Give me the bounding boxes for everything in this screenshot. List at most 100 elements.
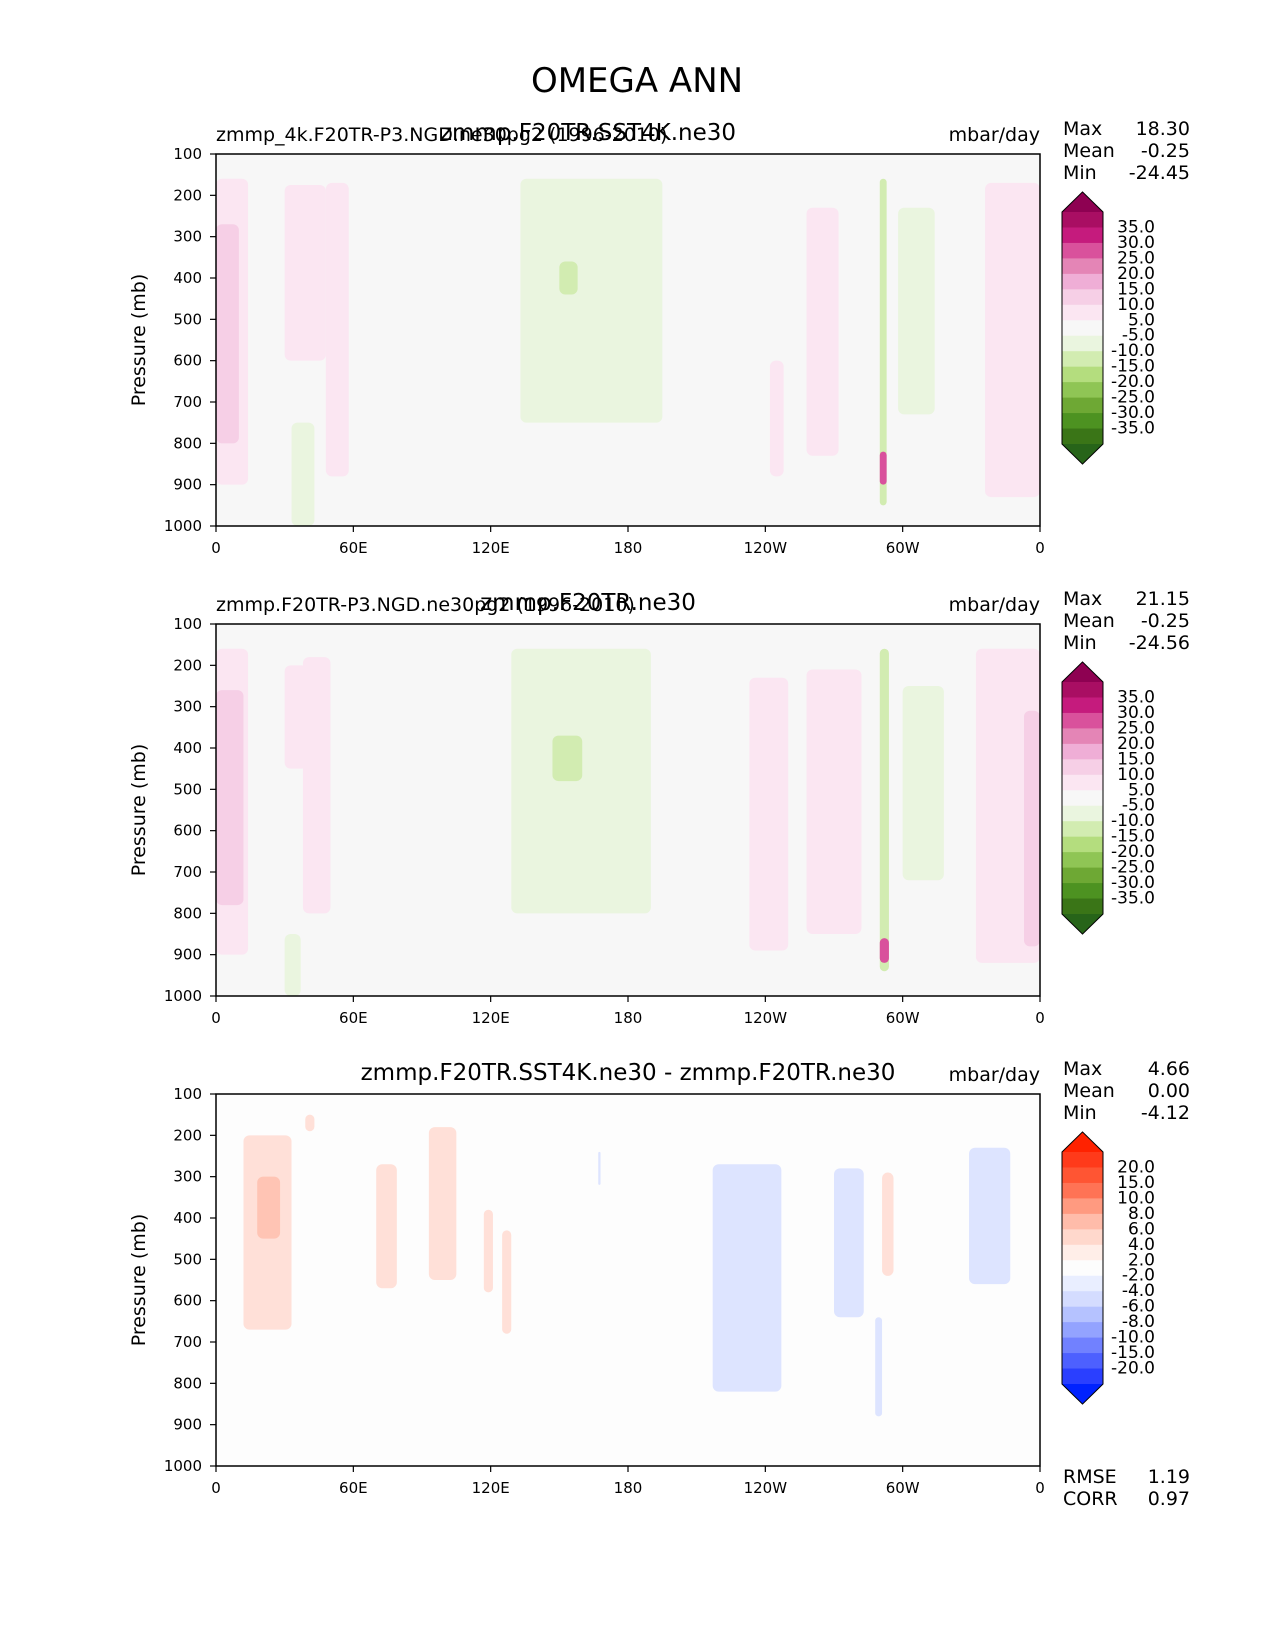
- y-tick-label: 900: [173, 946, 202, 964]
- panel-title: zmmp.F20TR.ne30: [480, 590, 696, 616]
- y-tick-label: 600: [173, 1292, 202, 1310]
- y-tick-label: 300: [173, 698, 202, 716]
- y-axis-label: Pressure (mb): [128, 744, 150, 877]
- field-blue-region: [598, 1151, 601, 1185]
- x-tick-label: 0: [211, 1009, 221, 1027]
- panel-title: zmmp.F20TR.SST4K.ne30 - zmmp.F20TR.ne30: [361, 1060, 896, 1086]
- colorbar-band: [1062, 1291, 1103, 1308]
- colorbar-band: [1062, 898, 1103, 915]
- x-tick-label: 0: [1035, 539, 1045, 557]
- colorbar-band: [1062, 428, 1103, 445]
- colorbar-band: [1062, 1322, 1103, 1339]
- colorbar-outline: [1061, 191, 1104, 465]
- y-tick-label: 700: [173, 393, 202, 411]
- colorbar-tick-label: -25.0: [1111, 858, 1155, 878]
- colorbar-band: [1062, 212, 1103, 228]
- colorbar-band: [1062, 852, 1103, 869]
- field-red-region: [428, 1127, 457, 1280]
- field-red-region: [882, 1172, 894, 1276]
- metric-rmse-value: 1.19: [1148, 1466, 1190, 1488]
- y-tick-label: 400: [173, 739, 202, 757]
- y-tick-label: 900: [173, 1416, 202, 1434]
- field-pink-region: [769, 360, 784, 477]
- y-tick-label: 100: [173, 1085, 202, 1103]
- colorbar-tick-label: -30.0: [1111, 873, 1155, 893]
- y-tick-label: 1000: [164, 987, 202, 1005]
- colorbar-band: [1062, 836, 1103, 853]
- colorbar-extend-bottom: [1062, 444, 1103, 465]
- colorbar-extend-top: [1062, 191, 1103, 212]
- colorbar-band: [1062, 743, 1103, 760]
- colorbar-band: [1062, 759, 1103, 776]
- field-green-region: [284, 934, 301, 996]
- colorbar-tick-label: 2.0: [1128, 1250, 1155, 1270]
- colorbar-band: [1062, 382, 1103, 399]
- colorbar-tick-label: 20.0: [1117, 1157, 1155, 1177]
- colorbar-tick-label: 10.0: [1117, 765, 1155, 785]
- colorbar-band: [1062, 289, 1103, 306]
- field-red-region: [305, 1114, 315, 1132]
- colorbar-tick-label: -2.0: [1122, 1266, 1155, 1286]
- y-tick-label: 400: [173, 1209, 202, 1227]
- x-tick-label: 0: [1035, 1009, 1045, 1027]
- field-green-region: [520, 178, 663, 423]
- x-tick-label: 0: [211, 539, 221, 557]
- y-tick-label: 200: [173, 1126, 202, 1144]
- colorbar-band: [1062, 682, 1103, 698]
- colorbar-band: [1062, 258, 1103, 275]
- y-tick-label: 300: [173, 1168, 202, 1186]
- colorbar-band: [1062, 1244, 1103, 1261]
- colorbar-tick-label: 30.0: [1117, 703, 1155, 723]
- colorbar-tick-label: 10.0: [1117, 1188, 1155, 1208]
- x-tick-label: 60W: [886, 1479, 920, 1497]
- y-tick-label: 100: [173, 615, 202, 633]
- field-pink-region: [302, 657, 331, 914]
- colorbar-outline: [1061, 1131, 1104, 1405]
- field-green-region: [291, 422, 315, 526]
- y-tick-label: 200: [173, 186, 202, 204]
- y-tick-label: 500: [173, 780, 202, 798]
- x-tick-label: 60E: [339, 539, 368, 557]
- figure-title: OMEGA ANN: [531, 61, 743, 101]
- colorbar-band: [1062, 242, 1103, 259]
- colorbar-band: [1062, 1213, 1103, 1230]
- y-tick-label: 500: [173, 1250, 202, 1268]
- colorbar-tick-label: -10.0: [1111, 341, 1155, 361]
- stat-max-label: Max: [1063, 118, 1102, 140]
- colorbar-tick-label: -8.0: [1122, 1312, 1155, 1332]
- stat-max-value: 4.66: [1148, 1058, 1190, 1080]
- stat-mean-value: -0.25: [1141, 140, 1190, 162]
- colorbar-band: [1062, 227, 1103, 244]
- colorbar-band: [1062, 335, 1103, 352]
- stat-min-value: -24.56: [1129, 632, 1190, 654]
- colorbar-tick-label: 15.0: [1117, 279, 1155, 299]
- colorbar-band: [1062, 1198, 1103, 1215]
- colorbar-extend-top: [1062, 1131, 1103, 1152]
- stat-max-label: Max: [1063, 588, 1102, 610]
- colorbar-tick-label: 20.0: [1117, 734, 1155, 754]
- metric-corr-label: CORR: [1063, 1488, 1118, 1510]
- y-tick-label: 1000: [164, 1457, 202, 1475]
- colorbar-tick-label: 25.0: [1117, 248, 1155, 268]
- colorbar-tick-label: -20.0: [1111, 372, 1155, 392]
- colorbar-band: [1062, 774, 1103, 791]
- x-tick-label: 180: [614, 1479, 643, 1497]
- y-tick-label: 1000: [164, 517, 202, 535]
- colorbar-tick-label: -35.0: [1111, 889, 1155, 909]
- field-red-region: [257, 1176, 281, 1239]
- colorbar-band: [1062, 397, 1103, 414]
- colorbar-tick-label: -4.0: [1122, 1281, 1155, 1301]
- x-tick-label: 120W: [744, 1009, 788, 1027]
- stat-mean-value: 0.00: [1148, 1080, 1190, 1102]
- field-green-region: [552, 735, 583, 782]
- x-tick-label: 60W: [886, 539, 920, 557]
- colorbar-tick-label: 8.0: [1128, 1204, 1155, 1224]
- x-tick-label: 60E: [339, 1479, 368, 1497]
- field-pink-region: [806, 669, 862, 934]
- colorbar-band: [1062, 1368, 1103, 1385]
- colorbar-tick-label: 15.0: [1117, 749, 1155, 769]
- colorbar-band: [1062, 1337, 1103, 1354]
- field-blue-region: [969, 1147, 1011, 1285]
- colorbar-band: [1062, 1353, 1103, 1370]
